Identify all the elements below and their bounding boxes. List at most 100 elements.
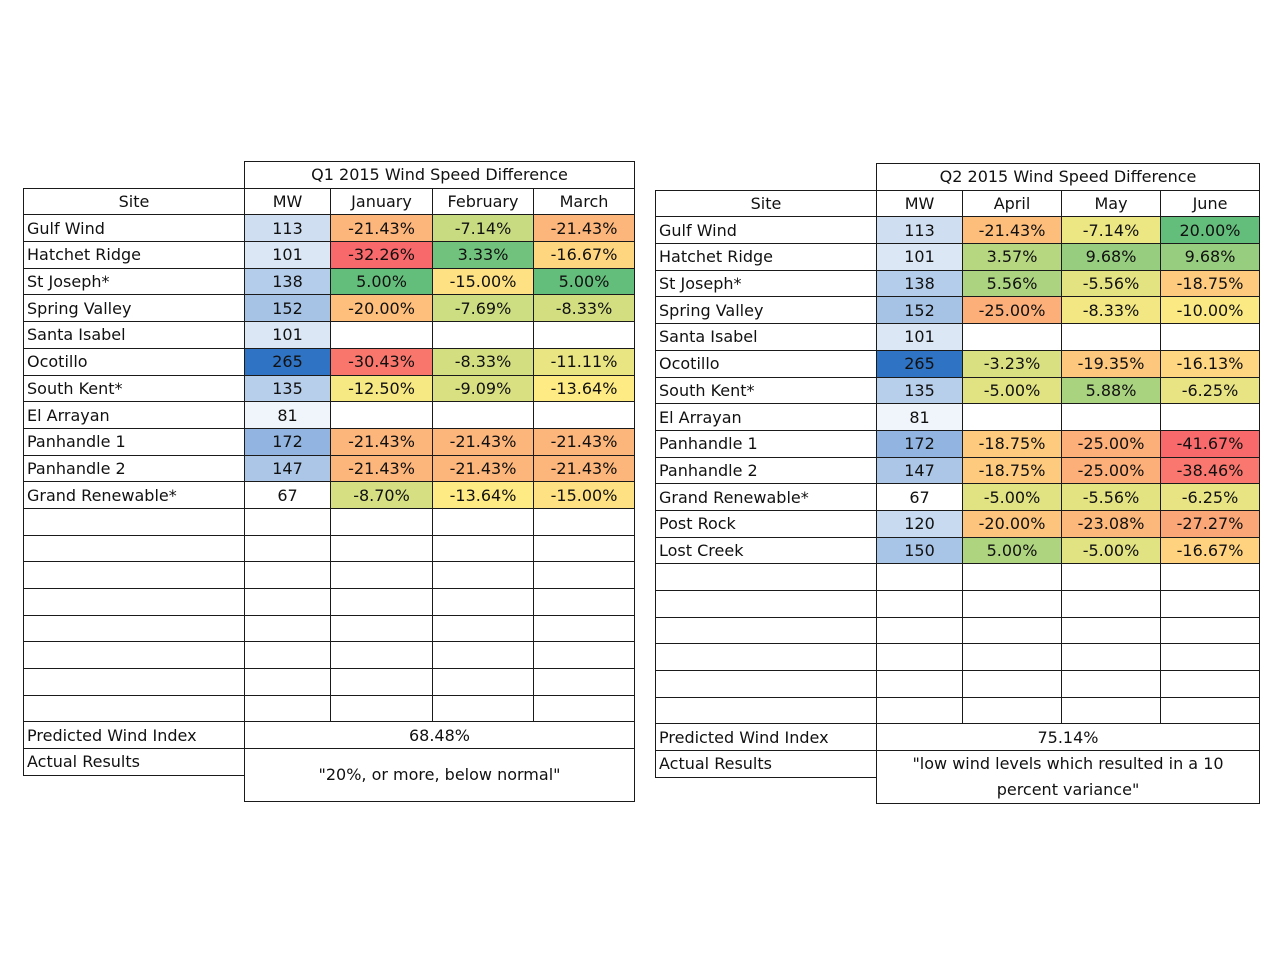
mw-cell: 101 [244,241,331,269]
column-header: Site [655,189,877,218]
empty-cell [533,641,635,670]
mw-cell: 152 [244,294,331,323]
table-row: Hatchet Ridge 101 -32.26% 3.33% -16.67% [23,241,635,269]
wind-diff-cell: -25.00% [962,296,1062,325]
wind-diff-cell: -8.33% [1061,296,1161,325]
wind-diff-cell: -5.00% [962,483,1062,511]
empty-cell [23,694,245,723]
table-row: El Arrayan 81 [655,403,1260,431]
empty-cell [876,563,963,591]
actual-row-extra [655,777,1260,804]
wind-diff-cell: -7.14% [1061,216,1161,245]
empty-row [23,668,635,696]
wind-diff-cell [962,323,1062,351]
wind-diff-cell [1160,323,1260,351]
site-name: Panhandle 1 [655,429,877,458]
wind-diff-cell: -21.43% [330,214,433,243]
wind-diff-cell: -15.00% [533,481,635,509]
empty-cell [655,643,877,672]
empty-cell [244,561,331,589]
mw-cell: 150 [876,536,963,565]
wind-diff-cell: -25.00% [1061,429,1161,458]
empty-cell [432,588,534,616]
wind-diff-cell: -5.56% [1061,269,1161,298]
empty-cell [533,561,635,589]
empty-row [23,641,635,670]
wind-diff-cell: -38.46% [1160,456,1260,485]
empty-cell [330,561,433,589]
empty-row [655,616,1260,645]
table-row: El Arrayan 81 [23,401,635,429]
wind-diff-cell: 3.33% [432,241,534,269]
wind-diff-cell: -16.67% [533,241,635,269]
empty-cell [23,588,245,616]
wind-diff-cell: -5.00% [1061,536,1161,565]
table-row: Panhandle 1 172 -18.75% -25.00% -41.67% [655,429,1260,458]
empty-cell [330,668,433,696]
wind-diff-cell: -6.25% [1160,483,1260,511]
site-name: South Kent* [655,376,877,405]
predicted-row: Predicted Wind Index 75.14% [655,723,1260,752]
mw-cell: 152 [876,296,963,325]
empty-cell [23,668,245,696]
wind-diff-cell [1061,323,1161,351]
mw-cell: 113 [876,216,963,245]
mw-cell: 135 [244,374,331,403]
wind-diff-cell: -18.75% [962,456,1062,485]
empty-cell [432,641,534,670]
wind-diff-cell: -16.13% [1160,349,1260,378]
predicted-value: 75.14% [876,723,1260,752]
wind-diff-cell: -18.75% [1160,269,1260,298]
column-header: May [1061,189,1161,218]
wind-diff-cell: -15.00% [432,267,534,296]
wind-diff-cell: -9.09% [432,374,534,403]
table-title: Q1 2015 Wind Speed Difference [244,161,635,189]
mw-cell: 138 [876,269,963,298]
wind-diff-cell [330,401,433,429]
mw-cell: 101 [876,243,963,271]
mw-cell: 135 [876,376,963,405]
empty-cell [244,614,331,643]
table-row: Post Rock 120 -20.00% -23.08% -27.27% [655,509,1260,538]
site-name: Panhandle 2 [23,454,245,483]
site-name: St Joseph* [655,269,877,298]
site-name: Lost Creek [655,536,877,565]
wind-diff-cell: 20.00% [1160,216,1260,245]
empty-cell [533,507,635,536]
empty-cell [1061,670,1161,698]
wind-diff-cell: -20.00% [330,294,433,323]
actual-spacer [655,777,877,804]
title-spacer [24,162,245,189]
actual-value: "low wind levels which resulted in a 10 … [876,750,1260,805]
table-row: Santa Isabel 101 [23,321,635,349]
wind-diff-cell: -21.43% [330,427,433,456]
empty-cell [330,694,433,723]
empty-cell [962,670,1062,698]
wind-diff-cell: -30.43% [330,347,433,376]
wind-diff-cell: -8.33% [533,294,635,323]
actual-row-extra [23,775,635,802]
table-row: Panhandle 2 147 -18.75% -25.00% -38.46% [655,456,1260,485]
wind-diff-cell: -13.64% [533,374,635,403]
mw-cell: 81 [244,401,331,429]
site-name: Ocotillo [23,347,245,376]
wind-diff-cell: 5.88% [1061,376,1161,405]
table-row: St Joseph* 138 5.00% -15.00% 5.00% [23,267,635,296]
predicted-label: Predicted Wind Index [23,721,245,750]
table-row: Ocotillo 265 -30.43% -8.33% -11.11% [23,347,635,376]
empty-row [23,507,635,536]
empty-cell [432,507,534,536]
table-row: Lost Creek 150 5.00% -5.00% -16.67% [655,536,1260,565]
mw-cell: 147 [876,456,963,485]
wind-diff-cell: -20.00% [962,509,1062,538]
empty-row [23,561,635,589]
site-name: St Joseph* [23,267,245,296]
table-row: Spring Valley 152 -20.00% -7.69% -8.33% [23,294,635,323]
wind-diff-cell: -5.56% [1061,483,1161,511]
empty-cell [244,668,331,696]
empty-cell [432,694,534,723]
table-row: St Joseph* 138 5.56% -5.56% -18.75% [655,269,1260,298]
empty-cell [533,614,635,643]
wind-diff-cell: -18.75% [962,429,1062,458]
mw-cell: 265 [244,347,331,376]
